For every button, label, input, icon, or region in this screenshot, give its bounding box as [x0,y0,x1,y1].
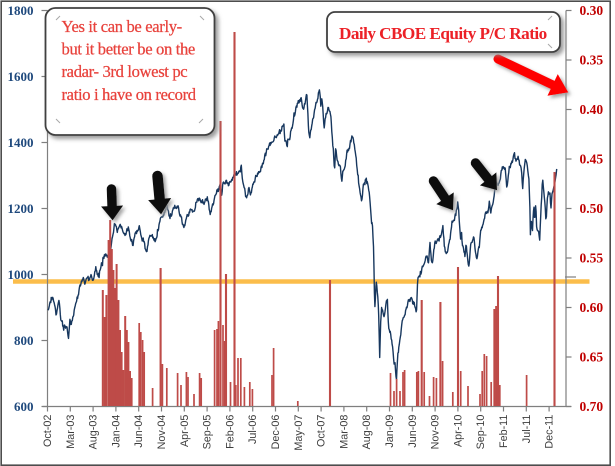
svg-text:Nov-04: Nov-04 [156,415,168,450]
svg-text:0.40: 0.40 [580,102,604,117]
svg-text:Jun-04: Jun-04 [133,415,145,448]
svg-text:but it better be on the: but it better be on the [62,40,195,59]
svg-text:Dec-11: Dec-11 [544,415,556,449]
svg-text:Feb-06: Feb-06 [224,415,236,449]
svg-text:Sep-05: Sep-05 [202,415,214,450]
svg-text:Jun-09: Jun-09 [407,415,419,448]
svg-text:Oct-02: Oct-02 [42,415,54,447]
svg-text:Feb-11: Feb-11 [498,415,510,448]
svg-text:ratio i have on record: ratio i have on record [62,85,197,104]
svg-text:Apr-10: Apr-10 [452,415,464,447]
svg-text:Aug-08: Aug-08 [361,415,373,450]
svg-text:Mar-08: Mar-08 [338,415,350,449]
svg-text:1800: 1800 [8,3,34,18]
svg-text:Aug-03: Aug-03 [88,415,100,450]
svg-text:600: 600 [14,399,34,414]
svg-text:0.50: 0.50 [580,201,604,216]
svg-text:0.65: 0.65 [580,350,604,365]
svg-text:0.30: 0.30 [580,3,604,18]
svg-text:0.45: 0.45 [580,152,604,167]
svg-text:Jul-11: Jul-11 [521,415,533,444]
svg-text:radar- 3rd lowest pc: radar- 3rd lowest pc [62,62,188,81]
svg-text:Oct-07: Oct-07 [316,415,328,447]
svg-text:800: 800 [14,333,34,348]
svg-text:Sep-10: Sep-10 [475,415,487,450]
svg-text:1600: 1600 [8,69,34,84]
svg-text:Nov-09: Nov-09 [430,415,442,450]
svg-text:Apr-05: Apr-05 [179,415,191,447]
svg-text:Jan-04: Jan-04 [110,415,122,448]
svg-text:0.55: 0.55 [580,251,604,266]
svg-text:Mar-03: Mar-03 [65,415,77,449]
svg-text:Yes it can be early-: Yes it can be early- [62,17,182,36]
svg-text:1400: 1400 [8,135,34,150]
svg-text:Dec-06: Dec-06 [270,415,282,450]
svg-text:Daily CBOE Equity P/C Ratio: Daily CBOE Equity P/C Ratio [339,24,547,43]
svg-text:0.35: 0.35 [580,53,604,68]
svg-text:Jan-09: Jan-09 [384,415,396,448]
svg-text:May-07: May-07 [293,415,305,451]
svg-text:Jul-06: Jul-06 [247,415,259,444]
svg-text:1200: 1200 [8,201,34,216]
svg-text:0.70: 0.70 [580,399,604,414]
svg-text:1000: 1000 [8,267,34,282]
svg-text:0.60: 0.60 [580,300,604,315]
